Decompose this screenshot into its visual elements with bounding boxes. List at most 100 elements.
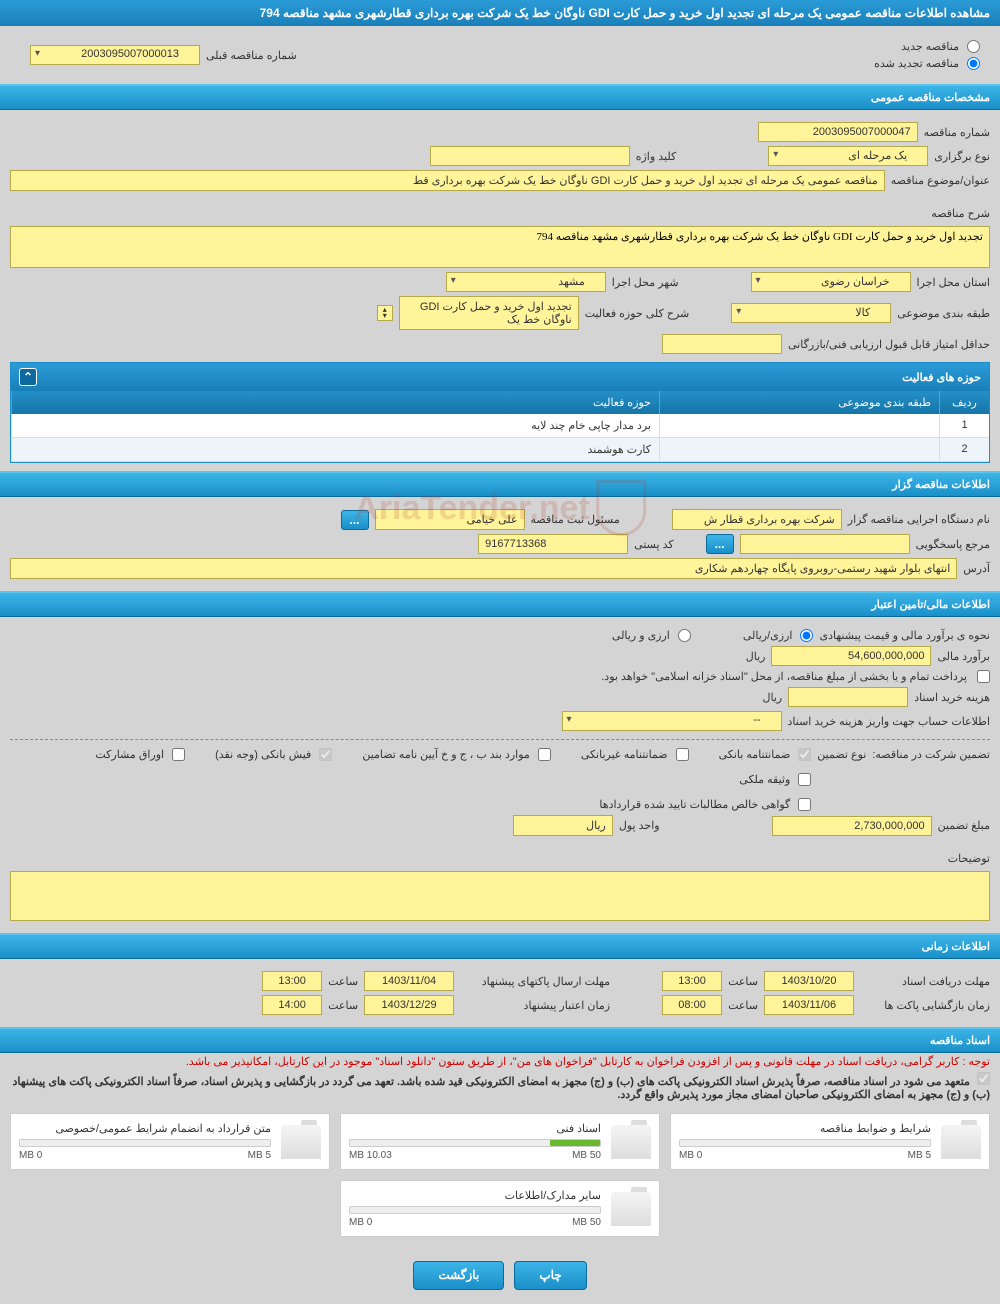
radio-fx-rial[interactable]: ارزی و ریالی — [612, 629, 691, 642]
keyword-field[interactable] — [430, 146, 630, 166]
postal-label: کد پستی — [634, 538, 673, 551]
chk-stock[interactable]: اوراق مشارکت — [95, 748, 185, 761]
chk-cert[interactable]: گواهی خالص مطالبات تایید شده قراردادها — [10, 798, 811, 811]
docs-note-2: متعهد می شود در اسناد مناقصه، صرفاً پذیر… — [0, 1070, 1000, 1103]
radio-rial-fx[interactable]: ارزی/ریالی — [743, 629, 814, 642]
chk-bond[interactable]: موارد بند ب ، ج و خ آیین نامه تضامین — [362, 748, 550, 761]
subject-field[interactable]: مناقصه عمومی یک مرحله ای تجدید اول خرید … — [10, 170, 885, 191]
validity-date[interactable]: 1403/12/29 — [364, 995, 454, 1015]
docs-note-1: توجه : کاربر گرامی، دریافت اسناد در مهلت… — [0, 1053, 1000, 1070]
doc-box[interactable]: سایر مدارک/اطلاعات 50 MB0 MB — [340, 1180, 660, 1237]
tender-no-field: 2003095007000047 — [758, 122, 918, 142]
section-docs: اسناد مناقصه — [0, 1027, 1000, 1053]
doc-box[interactable]: شرایط و ضوابط مناقصه 5 MB0 MB — [670, 1113, 990, 1170]
collapse-icon[interactable]: ⌃ — [19, 368, 37, 386]
city-label: شهر محل اجرا — [612, 276, 679, 289]
folder-icon — [611, 1192, 651, 1226]
doc-progress-bar — [19, 1139, 271, 1147]
open-time[interactable]: 08:00 — [662, 995, 722, 1015]
contact-label: مرجع پاسخگویی — [916, 538, 990, 551]
prev-tender-label: شماره مناقصه قبلی — [206, 49, 297, 62]
tender-no-label: شماره مناقصه — [924, 126, 990, 139]
lookup-button[interactable]: ... — [341, 510, 369, 530]
table-row: 2 کارت هوشمند — [11, 438, 989, 462]
payment-note-checkbox[interactable] — [977, 670, 990, 683]
currency-label: واحد پول — [619, 819, 660, 832]
guarantee-amount-label: مبلغ تضمین — [938, 819, 990, 832]
category-select[interactable]: کالا — [731, 303, 891, 323]
activity-scroll-icon[interactable]: ▴▾ — [377, 305, 393, 321]
doc-progress-bar — [349, 1206, 601, 1214]
validity-time[interactable]: 14:00 — [262, 995, 322, 1015]
estimate-method-label: نحوه ی برآورد مالی و قیمت پیشنهادی — [819, 629, 990, 642]
notes-textarea[interactable] — [10, 871, 990, 921]
province-select[interactable]: خراسان رضوی — [751, 272, 911, 292]
exec-field: شرکت بهره برداری قطار ش — [672, 509, 842, 530]
account-select[interactable]: -- — [562, 711, 782, 731]
address-label: آدرس — [963, 562, 990, 575]
estimate-field[interactable]: 54,600,000,000 — [771, 646, 931, 666]
radio-renewed-tender[interactable]: مناقصه تجدید شده — [874, 57, 980, 70]
chk-bank[interactable]: ضمانتنامه بانکی — [719, 748, 812, 761]
doc-box[interactable]: اسناد فنی 50 MB10.03 MB — [340, 1113, 660, 1170]
time-label-3: ساعت — [728, 999, 758, 1012]
guarantee-amount-field[interactable]: 2,730,000,000 — [772, 816, 932, 836]
min-score-field[interactable] — [662, 334, 782, 354]
prev-tender-select[interactable]: 2003095007000013 — [30, 45, 200, 65]
docs-commit-checkbox — [977, 1072, 990, 1085]
section-general: مشخصات مناقصه عمومی — [0, 84, 1000, 110]
col-idx: ردیف — [939, 391, 989, 414]
rial-unit: ریال — [746, 650, 766, 663]
resp-label: مسئول ثبت مناقصه — [531, 513, 620, 526]
min-score-label: حداقل امتیاز قابل قبول ارزیابی فنی/بازرگ… — [788, 338, 990, 351]
submit-time[interactable]: 13:00 — [262, 971, 322, 991]
purchase-cost-field[interactable] — [788, 687, 908, 707]
type-select[interactable]: یک مرحله ای — [768, 146, 928, 166]
time-label-2: ساعت — [328, 975, 358, 988]
chk-fish[interactable]: فیش بانکی (وجه نقد) — [215, 748, 332, 761]
open-date[interactable]: 1403/11/06 — [764, 995, 854, 1015]
postal-field[interactable]: 9167713368 — [478, 534, 628, 554]
rial-unit-2: ریال — [762, 691, 782, 704]
province-label: استان محل اجرا — [917, 276, 990, 289]
address-field[interactable]: انتهای بلوار شهید رستمی-روبروی پایگاه چه… — [10, 558, 957, 579]
doc-box[interactable]: متن قرارداد به انضمام شرایط عمومی/خصوصی … — [10, 1113, 330, 1170]
doc-title: اسناد فنی — [349, 1122, 601, 1135]
section-timing: اطلاعات زمانی — [0, 933, 1000, 959]
chk-nonbank[interactable]: ضمانتنامه غیربانکی — [581, 748, 689, 761]
radio-new-tender[interactable]: مناقصه جدید — [874, 40, 980, 53]
page-title: مشاهده اطلاعات مناقصه عمومی یک مرحله ای … — [0, 0, 1000, 26]
back-button[interactable]: بازگشت — [413, 1261, 504, 1290]
doc-size: 5 MB0 MB — [19, 1150, 271, 1161]
validity-label: زمان اعتبار پیشنهاد — [460, 999, 610, 1012]
activity-desc-label: شرح کلی حوزه فعالیت — [585, 307, 690, 320]
activity-desc-field[interactable]: تجدید اول خرید و حمل کارت GDI ناوگان خط … — [399, 296, 579, 330]
col-act: حوزه فعالیت — [11, 391, 659, 414]
chk-prop[interactable]: وثیقه ملکی — [739, 773, 811, 786]
purchase-cost-label: هزینه خرید اسناد — [914, 691, 990, 704]
contact-field[interactable] — [740, 534, 910, 554]
resp-field: علی خیامی — [375, 509, 525, 530]
print-button[interactable]: چاپ — [514, 1261, 586, 1290]
submit-date[interactable]: 1403/11/04 — [364, 971, 454, 991]
receive-time[interactable]: 13:00 — [662, 971, 722, 991]
contact-lookup-button[interactable]: ... — [706, 534, 734, 554]
receive-label: مهلت دریافت اسناد — [860, 975, 990, 988]
exec-label: نام دستگاه اجرایی مناقصه گزار — [848, 513, 990, 526]
type-label: نوع برگزاری — [934, 150, 990, 163]
col-cat: طبقه بندی موضوعی — [659, 391, 939, 414]
city-select[interactable]: مشهد — [446, 272, 606, 292]
open-label: زمان بازگشایی پاکت ها — [860, 999, 990, 1012]
receive-date[interactable]: 1403/10/20 — [764, 971, 854, 991]
doc-progress-bar — [349, 1139, 601, 1147]
table-row: 1 برد مدار چاپی خام چند لایه — [11, 414, 989, 438]
estimate-label: برآورد مالی — [937, 650, 990, 663]
folder-icon — [611, 1125, 651, 1159]
activity-table: حوزه های فعالیت ⌃ ردیف طبقه بندی موضوعی … — [10, 362, 990, 463]
keyword-label: کلید واژه — [636, 150, 676, 163]
folder-icon — [281, 1125, 321, 1159]
desc-label: شرح مناقصه — [931, 195, 990, 220]
desc-textarea[interactable] — [10, 226, 990, 268]
guarantee-header: تضمین شرکت در مناقصه: — [872, 748, 990, 761]
subject-label: عنوان/موضوع مناقصه — [891, 174, 990, 187]
